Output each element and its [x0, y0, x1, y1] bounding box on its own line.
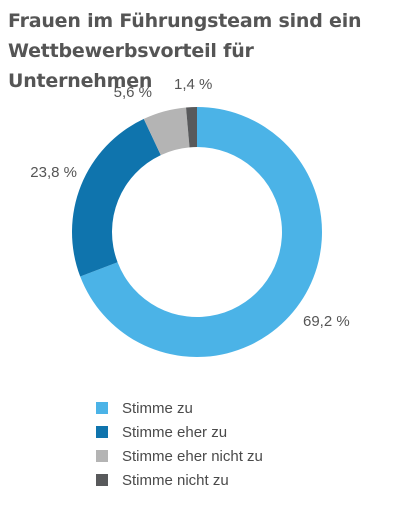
legend-label: Stimme eher nicht zu [122, 447, 263, 465]
slice-label-stimme-nicht-zu: 1,4 % [174, 76, 212, 93]
legend-item-stimme-eher-nicht-zu: Stimme eher nicht zu [96, 444, 263, 468]
donut-slice-stimme-eher-nicht-zu [143, 107, 190, 156]
legend-swatch [96, 402, 108, 414]
legend-label: Stimme zu [122, 399, 193, 417]
legend-swatch [96, 450, 108, 462]
chart-title: Frauen im Führungsteam sind ein Wettbewe… [8, 10, 362, 92]
legend-swatch [96, 426, 108, 438]
donut-slice-stimme-zu [80, 107, 322, 357]
legend-item-stimme-zu: Stimme zu [96, 396, 263, 420]
legend-item-stimme-eher-zu: Stimme eher zu [96, 420, 263, 444]
slice-label-stimme-eher-zu: 23,8 % [30, 164, 77, 181]
chart-legend: Stimme zu Stimme eher zu Stimme eher nicht… [96, 396, 263, 492]
donut-slice-stimme-nicht-zu [186, 107, 197, 148]
donut-slices [72, 107, 322, 357]
slice-label-stimme-zu: 69,2 % [303, 313, 350, 330]
legend-item-stimme-nicht-zu: Stimme nicht zu [96, 468, 263, 492]
slice-label-stimme-eher-nicht-zu: 5,6 % [114, 84, 152, 101]
donut-chart: 69,2 % 23,8 % 5,6 % 1,4 % [30, 76, 350, 357]
donut-slice-stimme-eher-zu [72, 118, 161, 277]
legend-label: Stimme eher zu [122, 423, 228, 441]
slice-labels: 69,2 % 23,8 % 5,6 % 1,4 % [30, 76, 349, 330]
legend-label: Stimme nicht zu [122, 471, 229, 489]
legend-swatch [96, 474, 108, 486]
